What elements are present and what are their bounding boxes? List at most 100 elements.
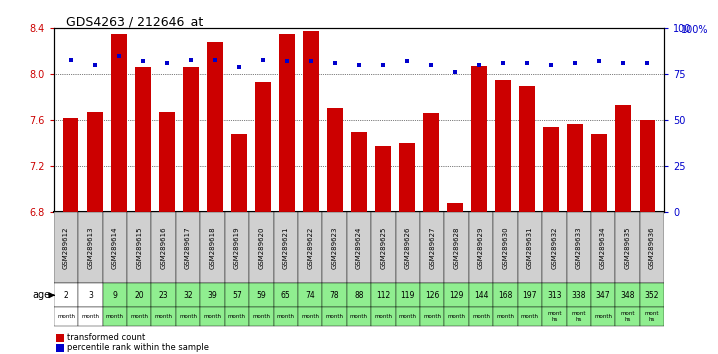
Bar bbox=[249, 283, 274, 307]
Bar bbox=[493, 283, 518, 307]
Text: GSM289629: GSM289629 bbox=[478, 227, 484, 269]
Text: month: month bbox=[325, 314, 344, 319]
Text: 112: 112 bbox=[376, 291, 391, 300]
Text: 348: 348 bbox=[620, 291, 635, 300]
Bar bbox=[63, 118, 78, 212]
Text: 144: 144 bbox=[474, 291, 488, 300]
Bar bbox=[298, 307, 322, 326]
Bar bbox=[176, 212, 200, 283]
Bar bbox=[518, 212, 542, 283]
Bar bbox=[347, 283, 371, 307]
Bar bbox=[567, 283, 591, 307]
Bar bbox=[469, 307, 493, 326]
Bar bbox=[111, 34, 126, 212]
Bar bbox=[469, 212, 493, 283]
Bar bbox=[274, 212, 298, 283]
Bar bbox=[78, 283, 103, 307]
Text: month: month bbox=[301, 314, 320, 319]
Text: GSM289636: GSM289636 bbox=[649, 227, 655, 269]
Bar bbox=[298, 283, 322, 307]
Text: GSM289613: GSM289613 bbox=[88, 227, 93, 269]
Text: transformed count: transformed count bbox=[67, 333, 146, 342]
Bar bbox=[225, 307, 249, 326]
Text: mont
hs: mont hs bbox=[620, 311, 635, 322]
Text: 65: 65 bbox=[281, 291, 291, 300]
Point bbox=[498, 61, 509, 66]
Bar bbox=[347, 307, 371, 326]
Text: GSM289630: GSM289630 bbox=[503, 227, 508, 269]
Point bbox=[89, 62, 101, 68]
Bar bbox=[424, 113, 439, 212]
Text: month: month bbox=[398, 314, 417, 319]
Bar bbox=[420, 212, 444, 283]
Text: month: month bbox=[81, 314, 100, 319]
Point bbox=[617, 61, 629, 66]
Bar bbox=[54, 283, 78, 307]
Bar bbox=[591, 212, 615, 283]
Text: GSM289615: GSM289615 bbox=[136, 227, 142, 269]
Bar bbox=[151, 212, 176, 283]
Text: GSM289626: GSM289626 bbox=[405, 227, 411, 269]
Bar bbox=[78, 307, 103, 326]
Bar bbox=[274, 307, 298, 326]
Text: GSM289622: GSM289622 bbox=[307, 227, 313, 269]
Bar bbox=[371, 283, 396, 307]
Bar bbox=[56, 344, 64, 352]
Text: percentile rank within the sample: percentile rank within the sample bbox=[67, 343, 209, 352]
Text: 23: 23 bbox=[159, 291, 169, 300]
Bar bbox=[159, 112, 174, 212]
Text: 3: 3 bbox=[88, 291, 93, 300]
Bar bbox=[591, 307, 615, 326]
Text: 352: 352 bbox=[645, 291, 659, 300]
Bar bbox=[225, 283, 249, 307]
Bar bbox=[444, 212, 469, 283]
Point bbox=[449, 70, 461, 75]
Bar bbox=[127, 307, 151, 326]
Point bbox=[594, 59, 605, 64]
Text: GSM289633: GSM289633 bbox=[576, 227, 582, 269]
Text: 32: 32 bbox=[183, 291, 193, 300]
Point bbox=[425, 62, 437, 68]
Bar bbox=[640, 120, 655, 212]
Point bbox=[569, 61, 581, 66]
Bar bbox=[396, 212, 420, 283]
Bar bbox=[544, 127, 559, 212]
Point bbox=[353, 62, 365, 68]
Text: month: month bbox=[594, 314, 612, 319]
Bar bbox=[322, 212, 347, 283]
Bar bbox=[420, 307, 444, 326]
Text: month: month bbox=[496, 314, 515, 319]
Text: 20: 20 bbox=[134, 291, 144, 300]
Bar bbox=[87, 112, 103, 212]
Bar bbox=[151, 283, 176, 307]
Text: GSM289612: GSM289612 bbox=[63, 227, 69, 269]
Text: month: month bbox=[154, 314, 173, 319]
Text: month: month bbox=[472, 314, 490, 319]
Bar bbox=[469, 283, 493, 307]
Text: GSM289623: GSM289623 bbox=[332, 227, 337, 269]
Text: mont
hs: mont hs bbox=[547, 311, 561, 322]
Text: GSM289617: GSM289617 bbox=[185, 227, 191, 269]
Text: month: month bbox=[179, 314, 197, 319]
Text: month: month bbox=[350, 314, 368, 319]
Text: month: month bbox=[106, 314, 124, 319]
Bar bbox=[444, 283, 469, 307]
Bar bbox=[78, 212, 103, 283]
Bar bbox=[54, 212, 78, 283]
Point bbox=[113, 53, 124, 59]
Point bbox=[377, 62, 388, 68]
Bar bbox=[176, 283, 200, 307]
Text: 197: 197 bbox=[523, 291, 537, 300]
Text: month: month bbox=[276, 314, 295, 319]
Text: GSM289634: GSM289634 bbox=[600, 227, 606, 269]
Text: GSM289627: GSM289627 bbox=[429, 227, 435, 269]
Bar bbox=[127, 212, 151, 283]
Text: GSM289625: GSM289625 bbox=[381, 227, 386, 269]
Text: 57: 57 bbox=[232, 291, 242, 300]
Text: GSM289619: GSM289619 bbox=[234, 227, 240, 269]
Text: month: month bbox=[252, 314, 271, 319]
Text: 9: 9 bbox=[113, 291, 117, 300]
Bar bbox=[518, 283, 542, 307]
Text: 78: 78 bbox=[330, 291, 340, 300]
Point bbox=[642, 61, 653, 66]
